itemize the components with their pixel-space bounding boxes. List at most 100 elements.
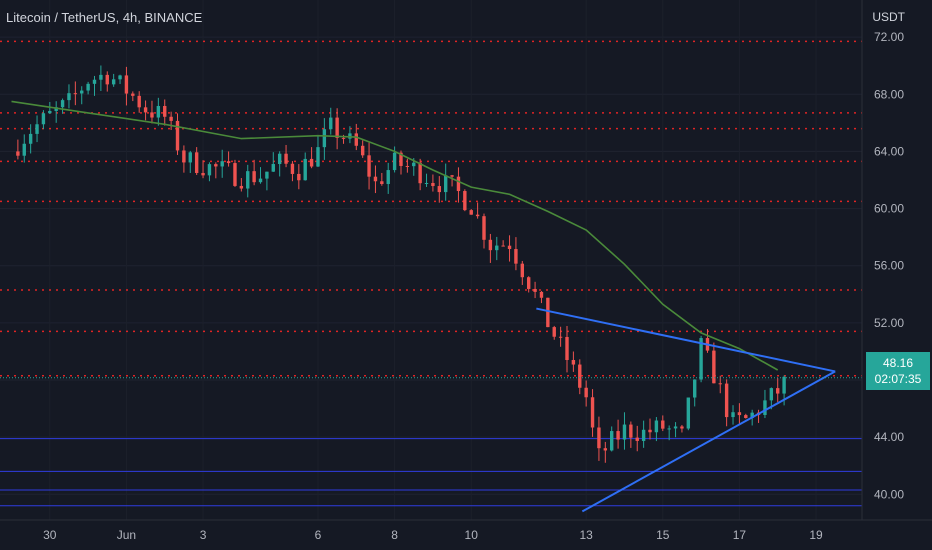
candle-body (443, 175, 448, 193)
candle-body (194, 152, 199, 173)
candle-body (584, 387, 588, 398)
candle-body (399, 152, 403, 166)
candle-body (776, 388, 780, 394)
candle-body (111, 79, 116, 85)
candle-body (233, 163, 237, 186)
candle-body (258, 178, 263, 183)
y-tick-label: 56.00 (874, 259, 904, 273)
candle-body (680, 426, 684, 429)
x-tick-label: 15 (656, 528, 670, 542)
candle-body (520, 263, 525, 278)
candle-body (578, 364, 582, 388)
candle-body (252, 171, 256, 183)
candle-body (610, 431, 614, 451)
candle-body (392, 152, 397, 171)
candle-body (316, 147, 320, 167)
candle-body (92, 79, 97, 84)
last-price-value: 48.16 (882, 356, 914, 370)
x-tick-label: 10 (465, 528, 479, 542)
candle-body (693, 379, 697, 398)
candle-body (616, 431, 620, 440)
candle-body (16, 151, 20, 156)
candle-body (635, 437, 639, 441)
candle-body (565, 336, 569, 361)
grid (0, 36, 862, 495)
candle-body (463, 191, 467, 211)
candle-body (131, 93, 135, 96)
candle-body (629, 424, 633, 438)
candle-body (137, 95, 141, 108)
candle-body (150, 112, 154, 118)
price-axis: 40.0044.0048.0052.0056.0060.0064.0068.00… (874, 30, 904, 501)
candle-body (297, 173, 301, 181)
candle-body (54, 107, 58, 111)
candle-body (169, 116, 173, 121)
candle-body (533, 288, 537, 292)
candle-body (86, 83, 90, 91)
candle-body (220, 161, 224, 167)
candle-body (60, 100, 65, 108)
x-tick-label: 8 (391, 528, 398, 542)
candle-body (322, 129, 327, 148)
bar-countdown: 02:07:35 (874, 372, 922, 386)
candle-body (277, 153, 282, 165)
candle-body (22, 143, 26, 156)
candle-body (469, 210, 473, 215)
candle-body (418, 162, 422, 184)
candle-body (182, 150, 186, 163)
candle-body (597, 427, 601, 449)
trendline (581, 370, 836, 513)
candle-body (48, 110, 52, 114)
candle-body (105, 74, 109, 85)
candle-body (367, 155, 371, 177)
candle-body (648, 429, 652, 433)
candle-body (201, 172, 205, 176)
candle-body (507, 245, 512, 250)
candle-body (118, 75, 122, 80)
candle-body (603, 448, 608, 451)
candle-body (514, 249, 518, 264)
last-price-badge: 48.16 02:07:35 (866, 352, 930, 390)
x-tick-label: 13 (579, 528, 593, 542)
trendline (536, 307, 836, 373)
candle-body (335, 117, 339, 138)
y-tick-label: 52.00 (874, 316, 904, 330)
candle-body (622, 424, 627, 440)
candle-body (214, 164, 218, 167)
candle-body (143, 107, 148, 113)
candle-body (571, 360, 576, 365)
candle-body (482, 216, 486, 240)
candle-body (354, 133, 358, 146)
candle-body (750, 412, 754, 419)
candle-body (724, 383, 729, 418)
x-tick-label: 17 (733, 528, 747, 542)
candle-body (341, 137, 346, 139)
candle-body (450, 175, 454, 177)
candle-body (73, 93, 78, 95)
symbol-title: Litecoin / TetherUS, 4h, BINANCE (6, 10, 203, 25)
time-axis: 30 Jun 3 6 8 10 13 15 17 19 (43, 528, 823, 542)
candle-body (360, 145, 365, 156)
candle-body (495, 245, 499, 251)
horizontal-levels (0, 40, 862, 507)
candle-body (475, 214, 480, 217)
candle-body (456, 176, 461, 192)
candle-body (501, 245, 505, 247)
candle-body (226, 161, 231, 164)
candle-body (590, 397, 595, 428)
candle-body (769, 388, 774, 401)
candle-body (412, 162, 416, 167)
candle-body (284, 153, 288, 164)
y-tick-label: 44.00 (874, 430, 904, 444)
x-tick-label: 30 (43, 528, 57, 542)
candle-body (744, 415, 748, 419)
candle-body (188, 152, 192, 163)
candle-body (163, 105, 167, 117)
y-tick-label: 40.00 (874, 487, 904, 501)
candle-body (156, 105, 161, 118)
candle-body (348, 133, 352, 139)
trendlines (536, 307, 836, 513)
y-tick-label: 64.00 (874, 144, 904, 158)
candle-body (552, 327, 556, 337)
